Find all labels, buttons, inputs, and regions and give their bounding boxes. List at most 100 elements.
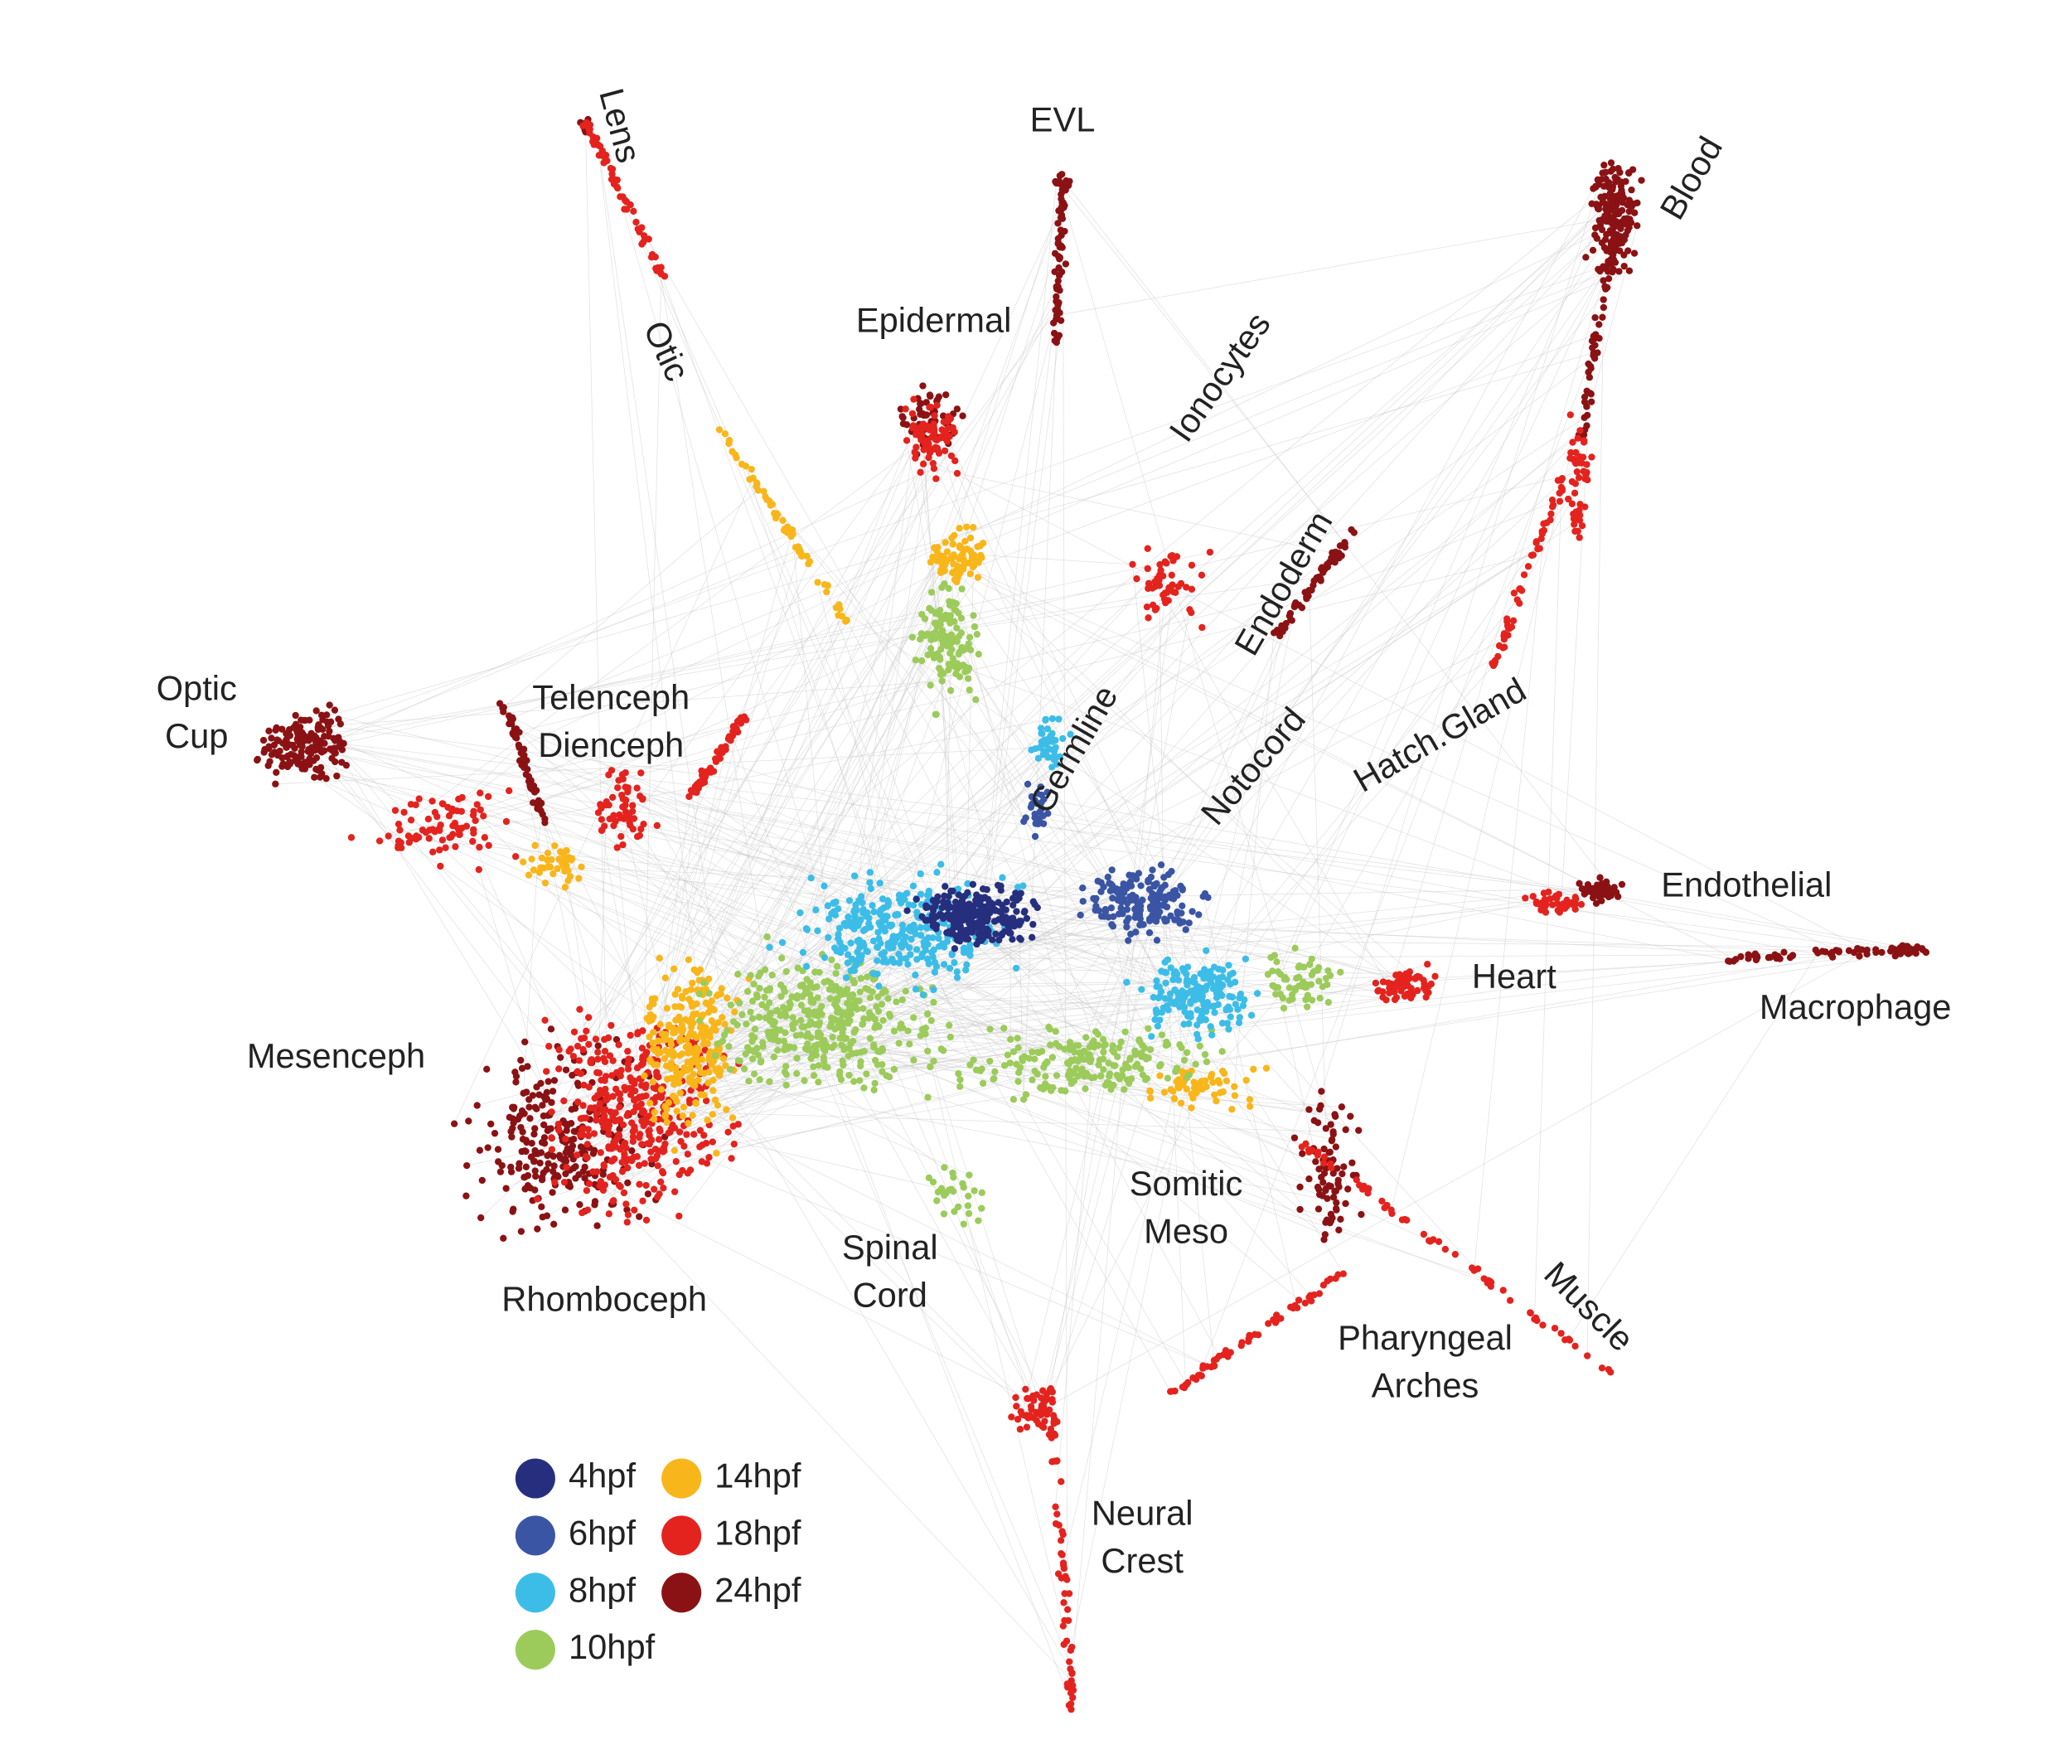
- cell-dot: [762, 492, 769, 501]
- cell-dot: [1168, 571, 1175, 579]
- edge: [972, 914, 1411, 999]
- cell-dot: [748, 1015, 757, 1022]
- cell-dot: [851, 913, 859, 920]
- cell-dot: [1121, 1028, 1129, 1035]
- cell-dot: [714, 1102, 722, 1109]
- cell-dot: [927, 589, 936, 596]
- cell-dot: [1058, 1528, 1066, 1535]
- cell-dot: [769, 1020, 777, 1029]
- edge: [846, 620, 1005, 928]
- cell-dot: [742, 463, 750, 470]
- cell-dot: [959, 412, 966, 419]
- edge: [819, 1022, 1320, 1195]
- cell-dot: [636, 1180, 643, 1188]
- cell-dot: [1169, 976, 1177, 984]
- cell-dot: [798, 993, 806, 1001]
- cell-dot: [961, 944, 968, 952]
- cell-dot: [1627, 219, 1635, 226]
- cell-dot: [1224, 976, 1232, 984]
- cell-dot: [1067, 1689, 1075, 1697]
- cell-dot: [1571, 521, 1578, 528]
- cell-dot: [326, 727, 333, 735]
- cell-dot: [915, 405, 923, 413]
- cell-dot: [700, 1132, 708, 1139]
- cell-dot: [1057, 1537, 1065, 1544]
- cell-dot: [884, 897, 892, 904]
- cell-dot: [574, 1042, 582, 1050]
- cell-dot: [855, 997, 863, 1005]
- edge: [817, 582, 1064, 1626]
- cell-dot: [679, 1112, 687, 1120]
- cell-dot: [825, 986, 833, 993]
- cell-dot: [899, 420, 908, 428]
- edge: [346, 764, 541, 1084]
- cell-dot: [937, 860, 945, 868]
- cell-dot: [273, 768, 280, 776]
- cell-dot: [1509, 617, 1518, 624]
- cell-dot: [1053, 1072, 1061, 1079]
- cell-dot: [1582, 254, 1590, 261]
- cell-dot: [874, 1021, 881, 1029]
- edge: [1035, 823, 1734, 962]
- cell-dot: [1516, 599, 1523, 607]
- cell-dot: [683, 1131, 690, 1138]
- cell-dot: [1581, 393, 1589, 401]
- cell-dot: [969, 563, 977, 571]
- cell-dot: [1160, 874, 1168, 881]
- cell-dot: [1552, 892, 1560, 899]
- cell-dot: [499, 705, 506, 712]
- cell-dot: [917, 923, 924, 932]
- cell-dot: [593, 1222, 601, 1229]
- cell-dot: [938, 940, 946, 947]
- cell-dot: [973, 630, 981, 638]
- cell-dot: [1589, 246, 1597, 254]
- cell-dot: [1403, 976, 1411, 983]
- cell-dot: [1092, 906, 1099, 914]
- cell-dot: [576, 1131, 584, 1139]
- cell-dot: [991, 1068, 999, 1075]
- cell-dot: [522, 771, 530, 778]
- cell-dot: [745, 1078, 753, 1085]
- cell-dot: [1382, 996, 1390, 1004]
- cell-dot: [1166, 990, 1174, 998]
- cell-dot: [548, 1134, 555, 1141]
- cell-dot: [656, 1178, 665, 1185]
- cell-dot: [604, 1094, 612, 1102]
- cell-dot: [603, 801, 610, 809]
- cell-dot: [719, 1014, 726, 1021]
- cell-dot: [1177, 1099, 1185, 1107]
- cell-dot: [507, 1127, 515, 1136]
- cell-dot: [986, 1057, 994, 1065]
- cell-dot: [1271, 983, 1280, 991]
- cell-dot: [760, 487, 767, 495]
- cell-dot: [1125, 937, 1132, 944]
- cell-dot: [1063, 1680, 1071, 1688]
- cell-dot: [1123, 918, 1130, 926]
- cell-dot: [946, 686, 955, 695]
- cell-dot: [1622, 231, 1629, 239]
- cell-dot: [1044, 810, 1052, 817]
- cell-dot: [307, 750, 315, 758]
- cell-dot: [811, 1042, 818, 1050]
- cell-dot: [1149, 866, 1156, 874]
- cell-dot: [946, 1021, 953, 1030]
- edge: [706, 894, 928, 1005]
- cell-dot: [942, 391, 950, 399]
- cell-dot: [864, 947, 871, 956]
- cell-dot: [712, 1065, 719, 1073]
- cell-dot: [1189, 1374, 1197, 1382]
- cell-dot: [292, 757, 299, 765]
- cell-dot: [637, 1061, 645, 1069]
- edge: [914, 452, 1867, 952]
- cell-dot: [1131, 1063, 1140, 1070]
- cell-dot: [616, 1103, 623, 1111]
- edge: [842, 420, 936, 1037]
- cell-dot: [710, 1006, 718, 1013]
- cell-dot: [946, 1033, 954, 1041]
- edge: [1038, 1041, 1140, 1424]
- cell-dot: [927, 681, 934, 689]
- cell-dot: [1053, 283, 1060, 290]
- cell-dot: [1218, 1067, 1227, 1075]
- cell-dot: [1034, 754, 1043, 762]
- cell-dot: [1100, 1066, 1107, 1073]
